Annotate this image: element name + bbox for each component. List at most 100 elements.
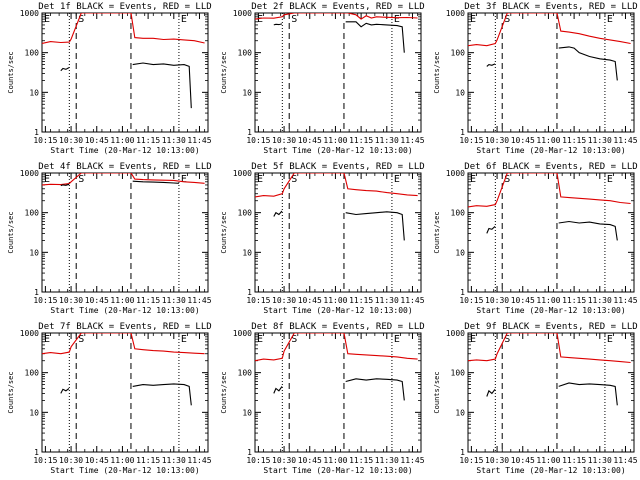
- x-axis-label: Start Time (20-Mar-12 10:13:00): [50, 306, 199, 315]
- marker-label: E: [257, 174, 263, 185]
- marker-label: S: [504, 14, 510, 25]
- chart-panel: Det 6f BLACK = Events, RED = LLD 1 10 100 10…: [433, 162, 638, 315]
- events-series-line: [486, 220, 618, 241]
- chart-panel: Det 2f BLACK = Events, RED = LLD 1 10 100 10…: [220, 2, 425, 155]
- chart-panel: Det 9f BLACK = Events, RED = LLD 1 10 100 10…: [433, 322, 638, 475]
- events-series-line: [60, 383, 192, 406]
- y-tick-label: 10: [242, 248, 252, 257]
- x-axis-label: Start Time (20-Mar-12 10:13:00): [50, 466, 199, 475]
- y-tick-label: 100: [451, 49, 466, 58]
- x-tick-label: 10:45: [85, 296, 109, 305]
- x-tick-label: 11:00: [110, 456, 134, 465]
- chart-title: Det 8f BLACK = Events, RED = LLD: [251, 322, 424, 332]
- x-tick-label: 11:15: [349, 456, 373, 465]
- marker-label: E: [470, 14, 476, 25]
- marker-label: E: [44, 174, 50, 185]
- y-tick-label: 1: [34, 128, 39, 137]
- x-axis-label: Start Time (20-Mar-12 10:13:00): [263, 466, 412, 475]
- y-tick-label: 1000: [233, 169, 252, 178]
- lld-series-line: [255, 173, 418, 198]
- x-tick-label: 11:15: [562, 456, 586, 465]
- y-tick-label: 100: [25, 369, 40, 378]
- y-tick-label: 10: [455, 88, 465, 97]
- chart-title: Det 3f BLACK = Events, RED = LLD: [464, 2, 637, 12]
- y-tick-label: 100: [25, 209, 40, 218]
- x-tick-label: 11:00: [323, 296, 347, 305]
- x-tick-label: 10:15: [246, 456, 270, 465]
- y-tick-label: 10: [455, 408, 465, 417]
- x-tick-label: 10:45: [298, 456, 322, 465]
- x-tick-label: 10:30: [59, 136, 83, 145]
- x-tick-label: 10:30: [59, 296, 83, 305]
- plot-frame: [254, 12, 422, 133]
- x-tick-label: 10:45: [85, 456, 109, 465]
- x-tick-label: 10:45: [511, 136, 535, 145]
- marker-label: E: [394, 334, 400, 345]
- plot-frame: [41, 332, 209, 453]
- x-tick-label: 11:00: [536, 456, 560, 465]
- y-axis-label: Counts/sec: [220, 51, 228, 93]
- events-series-line: [273, 210, 405, 241]
- x-tick-label: 11:15: [562, 136, 586, 145]
- lld-series-line: [468, 173, 631, 208]
- y-axis-label: Counts/sec: [7, 51, 15, 93]
- y-tick-label: 10: [29, 408, 39, 417]
- x-tick-label: 10:15: [33, 136, 57, 145]
- y-tick-label: 10: [455, 248, 465, 257]
- y-tick-label: 100: [238, 209, 253, 218]
- marker-label: E: [181, 334, 187, 345]
- lld-series-line: [42, 333, 205, 355]
- x-tick-label: 10:30: [485, 136, 509, 145]
- marker-label: S: [78, 14, 84, 25]
- x-tick-label: 11:45: [400, 456, 424, 465]
- y-tick-label: 10: [242, 88, 252, 97]
- chart-title: Det 4f BLACK = Events, RED = LLD: [38, 162, 211, 172]
- x-tick-label: 11:30: [375, 136, 399, 145]
- y-tick-label: 1: [460, 288, 465, 297]
- y-tick-label: 1: [247, 448, 252, 457]
- marker-label: E: [470, 334, 476, 345]
- y-tick-label: 100: [451, 369, 466, 378]
- y-tick-label: 1: [460, 448, 465, 457]
- x-axis-label: Start Time (20-Mar-12 10:13:00): [50, 146, 199, 155]
- x-tick-label: 11:15: [349, 296, 373, 305]
- x-tick-label: 11:45: [613, 456, 637, 465]
- y-tick-label: 100: [238, 49, 253, 58]
- marker-label: S: [78, 334, 84, 345]
- plot-frame: [254, 332, 422, 453]
- y-tick-label: 100: [238, 369, 253, 378]
- marker-label: E: [181, 14, 187, 25]
- x-tick-label: 10:45: [511, 296, 535, 305]
- plot-frame: [467, 12, 635, 133]
- x-tick-label: 10:15: [459, 296, 483, 305]
- x-tick-label: 10:15: [459, 456, 483, 465]
- marker-label: S: [291, 334, 297, 345]
- x-tick-label: 10:45: [85, 136, 109, 145]
- y-tick-label: 1: [247, 288, 252, 297]
- plot-frame: [467, 172, 635, 293]
- x-tick-label: 11:00: [110, 296, 134, 305]
- y-axis-label: Counts/sec: [7, 371, 15, 413]
- lld-series-line: [255, 13, 418, 20]
- marker-label: E: [44, 334, 50, 345]
- x-axis-label: Start Time (20-Mar-12 10:13:00): [476, 146, 625, 155]
- chart-panel: Det 7f BLACK = Events, RED = LLD 1 10 100 10…: [7, 322, 212, 475]
- chart-title: Det 2f BLACK = Events, RED = LLD: [251, 2, 424, 12]
- x-axis-label: Start Time (20-Mar-12 10:13:00): [263, 146, 412, 155]
- x-tick-label: 11:15: [136, 296, 160, 305]
- y-tick-label: 1000: [20, 329, 39, 338]
- chart-panel: Det 4f BLACK = Events, RED = LLD 1 10 100 10…: [7, 162, 212, 315]
- events-series-line: [273, 378, 405, 401]
- x-axis-label: Start Time (20-Mar-12 10:13:00): [476, 306, 625, 315]
- x-tick-label: 11:15: [136, 136, 160, 145]
- plot-frame: [41, 172, 209, 293]
- marker-label: E: [44, 14, 50, 25]
- y-tick-label: 1: [34, 448, 39, 457]
- x-tick-label: 10:30: [272, 456, 296, 465]
- chart-title: Det 6f BLACK = Events, RED = LLD: [464, 162, 637, 172]
- y-tick-label: 10: [29, 88, 39, 97]
- x-tick-label: 10:15: [246, 136, 270, 145]
- events-series-line: [273, 21, 405, 53]
- y-tick-label: 1000: [233, 329, 252, 338]
- y-tick-label: 100: [451, 209, 466, 218]
